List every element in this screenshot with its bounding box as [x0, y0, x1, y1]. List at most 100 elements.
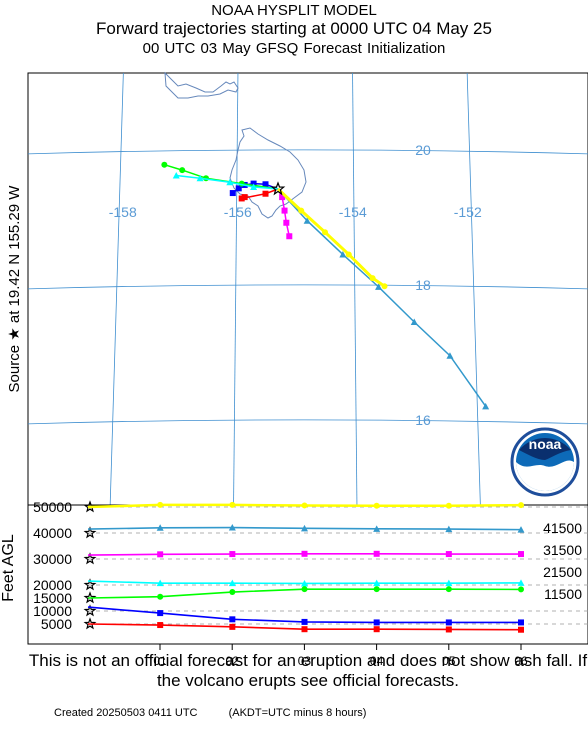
time-tick-label: 05 [442, 654, 456, 668]
trajectory-21500-point [250, 183, 258, 190]
trajectory-15000-point [161, 161, 168, 168]
trajectory-50000-point [369, 275, 376, 282]
chart-subtitle: 00 UTC 03 May GFSQ Forecast Initializati… [142, 40, 446, 57]
height-tick-label: 50000 [33, 499, 72, 515]
height-axis-title: Feet AGL [0, 534, 17, 602]
source-label-area: Source ★ at 19.42 N 155.29 W [6, 185, 23, 393]
height-50000-point [518, 502, 524, 509]
height-31500-point [518, 551, 524, 558]
trajectory-31500-point [279, 194, 286, 201]
height-11500-point [157, 610, 164, 617]
height-5000-point [301, 626, 308, 633]
height-41500-point [373, 525, 381, 532]
height-15000-point [301, 586, 308, 593]
height-21500-point [517, 579, 525, 586]
height-50000-point [445, 502, 452, 509]
height-21500-point [156, 579, 164, 587]
height-50000-point [157, 501, 164, 508]
trajectory-41500-point [410, 318, 418, 325]
noaa-logo: noaa [510, 427, 580, 497]
trajectory-41500-point [375, 283, 383, 290]
trajectory-5000-point [262, 190, 269, 197]
height-11500-point [373, 619, 380, 626]
height-5000-point [518, 626, 524, 633]
height-right-label: 11500 [544, 586, 582, 602]
height-lines [87, 501, 525, 633]
height-31500-point [373, 550, 380, 557]
source-star [270, 181, 286, 196]
trajectory-31500-point [281, 207, 288, 214]
time-tick-label: 01 [153, 654, 167, 668]
height-41500-point [228, 524, 236, 531]
trajectory-5000-point [241, 194, 248, 201]
trajectory-50000-point [345, 251, 352, 258]
time-tick-label: 04 [370, 654, 384, 668]
height-21500-point [445, 579, 453, 587]
trajectory-41500-point [446, 352, 454, 359]
height-5000-point [229, 623, 236, 630]
lon-tick-label: -154 [339, 204, 367, 220]
height-41500-point [445, 525, 453, 533]
height-15000-point [373, 586, 380, 593]
height-tick-label: 5000 [41, 616, 72, 632]
maui-coastline [164, 71, 239, 99]
height-5000-point [373, 626, 380, 633]
lat-grid-line [27, 419, 588, 425]
trajectory-21500-point [172, 172, 180, 179]
height-right-label: 41500 [543, 520, 582, 536]
time-tick-label: 02 [226, 654, 240, 668]
trajectory-15000-point [179, 167, 186, 174]
height-start-star [83, 617, 97, 630]
lat-tick-label: 16 [415, 412, 431, 428]
lat-grid-line [27, 149, 588, 155]
trajectory-11500-point [235, 185, 242, 192]
height-5000-point [445, 626, 452, 633]
noaa-logo-text: noaa [529, 436, 562, 452]
trajectory-31500-point [283, 219, 290, 226]
lon-tick-label: -152 [454, 204, 482, 220]
height-31500-point [157, 551, 164, 558]
trajectory-21500-point [196, 174, 204, 182]
trajectory-50000-point [322, 229, 329, 236]
height-11500-point [229, 616, 236, 623]
height-41500-point [156, 524, 164, 531]
trajectory-31500-point [286, 233, 293, 240]
trajectory-50000-point [298, 207, 305, 214]
lat-tick-label: 20 [415, 142, 431, 158]
height-15000-point [518, 586, 524, 593]
height-start-star [83, 604, 97, 617]
lon-grid-line [233, 72, 239, 506]
trajectory-41500-point [339, 250, 347, 258]
height-21500-point [228, 579, 236, 587]
model-title: NOAA HYSPLIT MODEL [211, 2, 377, 19]
height-start-star [83, 591, 97, 604]
map-grid: -158 -156 -154 -152 20 18 16 [27, 72, 588, 506]
trajectory-11500-point [262, 181, 269, 188]
lon-grid-line [352, 72, 358, 506]
coastline [164, 71, 307, 219]
lon-grid-line [466, 72, 481, 506]
lon-grid-line [109, 72, 124, 506]
height-21500-point [301, 579, 308, 587]
height-tick-label: 30000 [33, 551, 72, 567]
height-start-star [83, 526, 97, 539]
height-15000-point [445, 586, 452, 593]
lat-tick-label: 18 [415, 277, 431, 293]
lon-tick-label: -156 [224, 204, 252, 220]
height-right-label: 31500 [543, 542, 582, 558]
hawaii-island-coastline [229, 127, 307, 219]
chart-header: NOAA HYSPLIT MODEL Forward trajectories … [0, 0, 588, 59]
footer: Created 20250503 0411 UTC (AKDT=UTC minu… [54, 707, 394, 719]
height-tick-label: 20000 [33, 577, 72, 593]
height-tick-label: 15000 [33, 590, 72, 606]
disclaimer: This is not an official forecast for an … [28, 651, 588, 690]
time-tick-label: 03 [298, 654, 312, 668]
time-tick-label: 06 [514, 654, 528, 668]
chart-title: Forward trajectories starting at 0000 UT… [96, 19, 492, 38]
height-start-star [83, 578, 97, 591]
height-11500-point [301, 618, 308, 625]
trajectory-21500-point [226, 178, 234, 186]
height-start-star [83, 552, 97, 565]
height-tick-label: 10000 [33, 603, 72, 619]
